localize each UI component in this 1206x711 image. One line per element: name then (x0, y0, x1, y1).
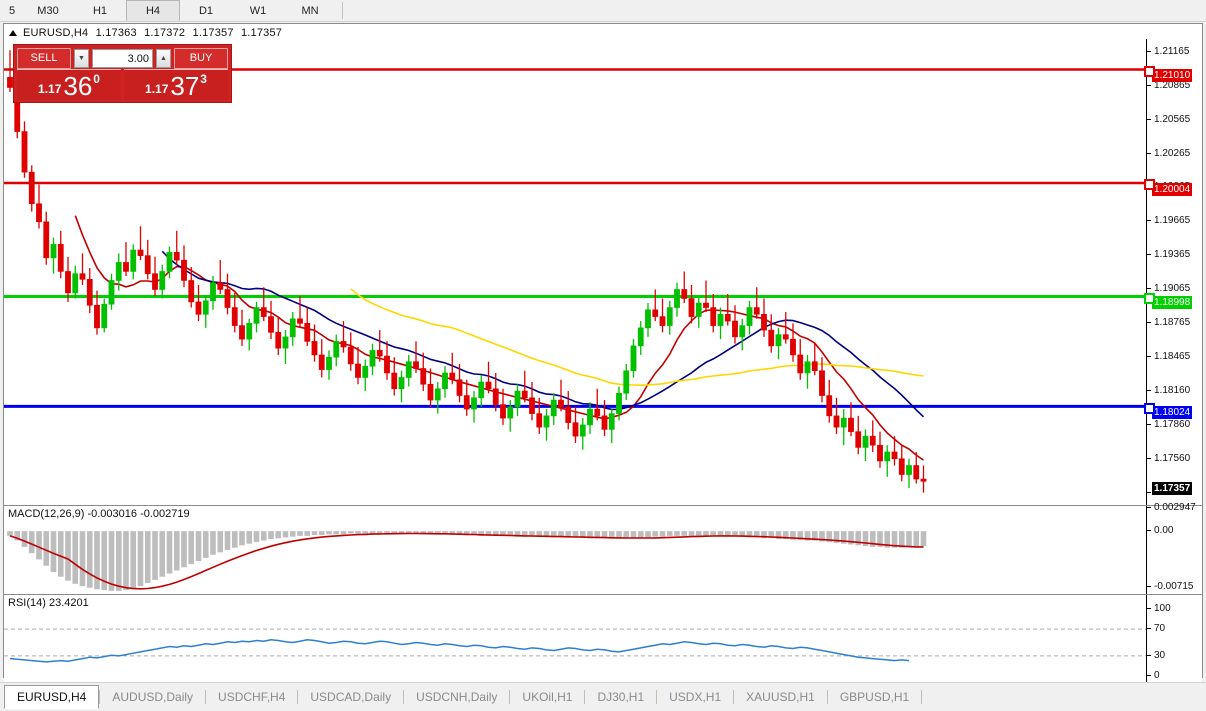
timeframe-mn[interactable]: MN (301, 4, 319, 17)
chart-tab-audusd[interactable]: AUDUSD,Daily (112, 690, 194, 704)
tab-separator (584, 690, 586, 704)
chart-tab-eurusd[interactable]: EURUSD,H4 (4, 685, 100, 709)
buy-button[interactable]: BUY (174, 47, 228, 69)
rsi-scale: 100 70 30 0 (1146, 595, 1202, 684)
timeframe-toolbar: 5 M30 H1 H4 D1 W1 MN (0, 0, 1206, 22)
price-scale[interactable]: 1.211651.208651.205651.202651.199651.196… (1144, 39, 1202, 505)
ohlc-low: 1.17357 (192, 26, 234, 39)
chart-window: EURUSD,H4 1.17363 1.17372 1.17357 1.1735… (3, 23, 1203, 703)
ma-fast-line (74, 215, 924, 461)
macd-pane[interactable]: MACD(12,26,9) -0.003016 -0.002719 0.0029… (4, 502, 1202, 594)
volume-increment-button[interactable]: ▲ (156, 48, 171, 68)
tab-separator (297, 690, 299, 704)
resistance-level-tag: 1.20004 (1152, 182, 1193, 196)
timeframe-5[interactable]: 5 (8, 4, 16, 17)
chart-tab-xauusd[interactable]: XAUUSD,H1 (746, 690, 815, 704)
chart-header: EURUSD,H4 1.17363 1.17372 1.17357 1.1735… (4, 24, 1202, 40)
chart-symbol-label: EURUSD,H4 (23, 26, 89, 39)
chart-tab-usdcnh[interactable]: USDCNH,Daily (416, 690, 498, 704)
buy-price-display[interactable]: 1.17 37 3 (124, 69, 228, 100)
macd-plot-area[interactable] (4, 506, 1146, 594)
sell-button[interactable]: SELL (17, 47, 71, 69)
buy-price-main: 37 (170, 71, 200, 101)
chart-type-icon (9, 29, 17, 36)
timeframe-w1[interactable]: W1 (249, 4, 267, 17)
chart-tab-gbpusd[interactable]: GBPUSD,H1 (839, 690, 910, 704)
sell-price-fraction: 0 (93, 72, 100, 86)
rsi-line (9, 639, 910, 663)
one-click-trading-quotes: 1.17 36 0 1.17 37 3 (14, 69, 231, 102)
sell-price-display[interactable]: 1.17 36 0 (17, 69, 121, 100)
timeframe-m30[interactable]: M30 (37, 4, 59, 17)
tab-separator (733, 690, 735, 704)
tab-separator (205, 690, 207, 704)
ohlc-close: 1.17357 (240, 26, 283, 39)
ohlc-high: 1.17372 (144, 26, 186, 39)
tab-separator (921, 690, 923, 704)
pane-divider-macd-rsi[interactable] (4, 594, 1202, 595)
timeframe-h4[interactable]: H4 (126, 0, 180, 21)
sell-price-prefix: 1.17 (38, 82, 62, 96)
chart-tab-dj30[interactable]: DJ30,H1 (597, 690, 645, 704)
chart-canvas (4, 50, 1146, 493)
resistance-level-tag: 1.21010 (1152, 69, 1193, 83)
buy-price-fraction: 3 (200, 72, 207, 86)
support-level-tag: 1.18024 (1152, 406, 1193, 420)
support-level-tag: 1.18998 (1152, 296, 1193, 310)
last-price-tag: 1.17357 (1152, 481, 1193, 495)
level-handle[interactable] (1144, 292, 1155, 304)
chart-tab-bar: EURUSD,H4 AUDUSD,Daily USDCHF,H4 USDCAD,Dai… (0, 682, 1206, 711)
price-pane[interactable]: 1.211651.208651.205651.202651.199651.196… (4, 39, 1202, 505)
chart-tab-usdchf[interactable]: USDCHF,H4 (218, 690, 286, 704)
ohlc-open: 1.17363 (95, 26, 137, 39)
macd-label: MACD(12,26,9) -0.003016 -0.002719 (8, 508, 190, 520)
timeframe-d1[interactable]: D1 (198, 4, 214, 17)
chart-canvas (7, 531, 927, 591)
volume-input[interactable]: 3.00 (92, 48, 153, 68)
one-click-trading-controls: SELL ▼ 3.00 ▲ BUY (14, 45, 231, 69)
chart-canvas (4, 628, 1146, 663)
chart-symbol-ohlc: EURUSD,H4 1.17363 1.17372 1.17357 1.1735… (23, 27, 286, 39)
macd-scale: 0.002947 0.00 -0.00715 (1146, 502, 1202, 594)
pane-divider-price-macd[interactable] (4, 505, 1202, 506)
macd-signal-line (9, 532, 924, 590)
tab-separator (99, 690, 101, 704)
tab-separator (656, 690, 658, 704)
timeframe-h1[interactable]: H1 (92, 4, 108, 17)
tab-separator (826, 690, 828, 704)
level-handle[interactable] (1144, 179, 1155, 191)
candlestick-series (7, 50, 927, 493)
level-handle[interactable] (1144, 402, 1155, 414)
volume-decrement-button[interactable]: ▼ (74, 48, 89, 68)
rsi-plot-area[interactable] (4, 595, 1146, 684)
chart-tab-usdcad[interactable]: USDCAD,Daily (310, 690, 392, 704)
sell-price-main: 36 (63, 71, 93, 101)
rsi-label: RSI(14) 23.4201 (8, 597, 89, 609)
one-click-trading-panel[interactable]: SELL ▼ 3.00 ▲ BUY 1.17 36 0 1.17 37 3 (13, 44, 232, 103)
tab-separator (509, 690, 511, 704)
level-handle[interactable] (1144, 65, 1155, 77)
ma-slow-line (350, 288, 924, 387)
macd-histogram (7, 531, 927, 591)
tab-separator (403, 690, 405, 704)
ma-mid-line (161, 250, 925, 418)
chart-tab-ukoil[interactable]: UKOil,H1 (522, 690, 573, 704)
price-plot-area[interactable] (4, 39, 1146, 505)
buy-price-prefix: 1.17 (145, 82, 169, 96)
chart-tab-usdx[interactable]: USDX,H1 (669, 690, 722, 704)
toolbar-separator (342, 2, 343, 19)
rsi-pane[interactable]: RSI(14) 23.4201 100 70 30 0 (4, 595, 1202, 684)
